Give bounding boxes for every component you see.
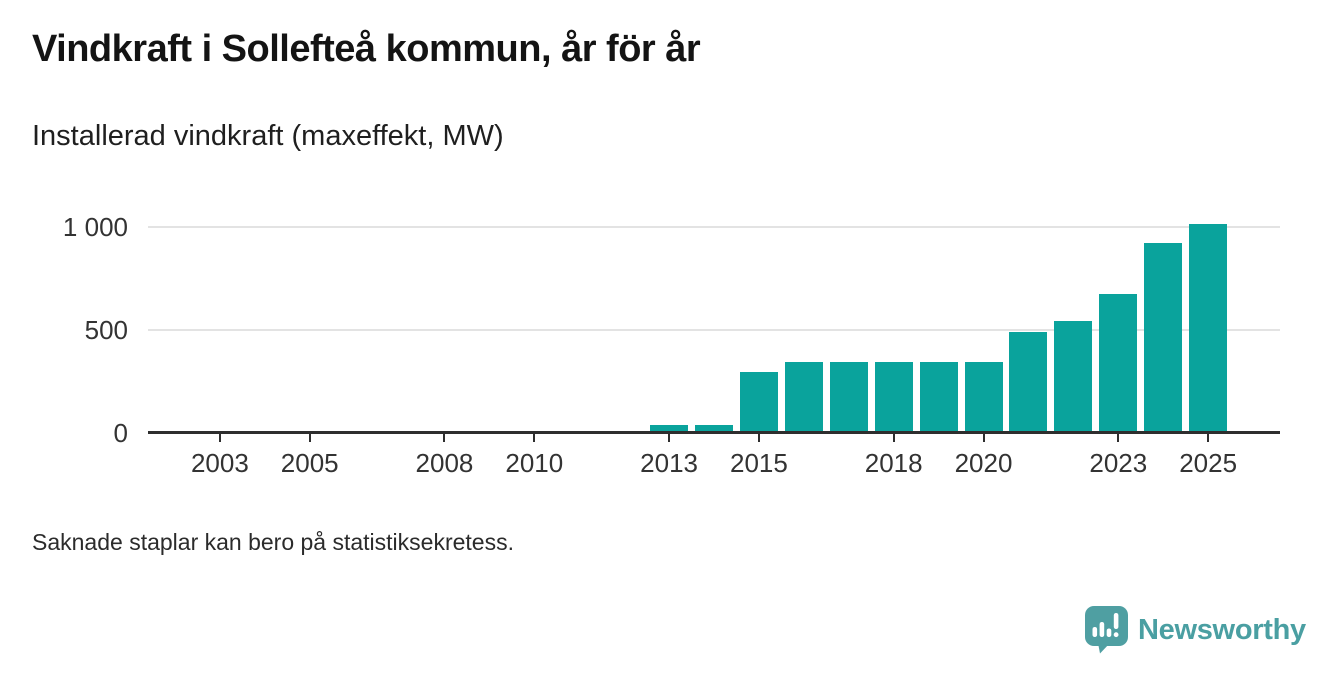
x-tick-2023	[1117, 434, 1120, 442]
bar-2022	[1054, 320, 1093, 433]
x-tick-label-2005: 2005	[280, 448, 339, 478]
bar-2020	[964, 361, 1003, 433]
x-tick-label-2013: 2013	[640, 448, 698, 478]
bar-2018	[874, 361, 913, 433]
bar-2017	[829, 361, 868, 433]
x-tick-2025	[1207, 434, 1210, 442]
x-tick-label-2015: 2015	[729, 448, 788, 478]
bar-2019	[919, 361, 958, 433]
x-tick-label-2003: 2003	[190, 448, 249, 478]
bar-2015	[739, 372, 778, 433]
y-tick-label-0: 0	[113, 418, 128, 448]
newsworthy-wordmark: Newsworthy	[1138, 613, 1306, 646]
bar-2024	[1144, 243, 1183, 433]
bar-2023	[1099, 293, 1138, 433]
x-tick-2010	[533, 434, 536, 442]
bar-2025	[1189, 223, 1228, 433]
gridline-500	[148, 329, 1280, 331]
bar-2016	[784, 361, 823, 433]
x-tick-2013	[668, 434, 671, 442]
footnote: Saknade staplar kan bero på statistiksek…	[32, 529, 514, 555]
chart-title: Vindkraft i Sollefteå kommun, år för år	[32, 28, 701, 70]
x-tick-2003	[218, 434, 221, 442]
x-tick-label-2010: 2010	[505, 448, 564, 478]
x-tick-2018	[892, 434, 895, 442]
bar-2013	[650, 424, 689, 433]
x-axis-line	[148, 431, 1280, 434]
x-tick-2020	[982, 434, 985, 442]
x-tick-2005	[308, 434, 311, 442]
x-tick-label-2008: 2008	[415, 448, 474, 478]
x-tick-2015	[757, 434, 760, 442]
y-tick-label-1000: 1 000	[62, 212, 128, 242]
x-tick-label-2023: 2023	[1089, 448, 1148, 478]
x-tick-label-2020: 2020	[954, 448, 1013, 478]
x-tick-label-2018: 2018	[864, 448, 923, 478]
gridline-1000	[148, 226, 1280, 228]
y-tick-label-500: 500	[84, 315, 128, 345]
newsworthy-speech-bubble-chart-icon	[1085, 606, 1128, 654]
x-tick-2008	[443, 434, 446, 442]
x-tick-label-2025: 2025	[1179, 448, 1238, 478]
bar-2021	[1009, 332, 1048, 433]
newsworthy-logo: Newsworthy	[1085, 606, 1306, 654]
bar-2014	[695, 424, 733, 433]
chart-subtitle: Installerad vindkraft (maxeffekt, MW)	[32, 120, 504, 152]
